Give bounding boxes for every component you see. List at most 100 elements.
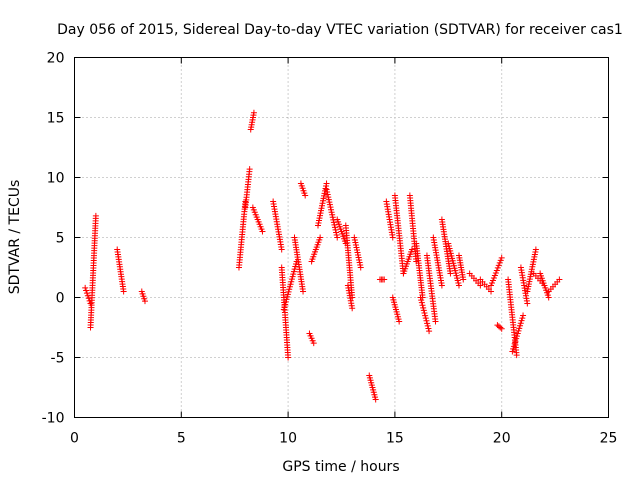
data-point: [517, 322, 524, 329]
data-point: [423, 317, 430, 324]
data-point: [326, 201, 333, 208]
data-point: [498, 325, 505, 332]
data-point: [329, 211, 336, 218]
data-point: [357, 264, 364, 271]
y-tick-label: 10: [47, 171, 65, 187]
data-point: [329, 214, 336, 221]
data-point: [82, 284, 89, 291]
data-point: [283, 296, 290, 303]
data-point: [490, 274, 497, 281]
y-tick-label: 5: [56, 231, 65, 247]
data-point: [422, 312, 429, 319]
data-point: [512, 338, 519, 345]
data-point: [381, 276, 388, 283]
data-points: [82, 109, 563, 403]
data-point: [317, 234, 324, 241]
data-point: [495, 262, 502, 269]
data-point: [418, 297, 425, 304]
data-point: [333, 229, 340, 236]
data-point: [389, 234, 396, 241]
data-point: [426, 328, 433, 335]
data-point: [488, 288, 495, 295]
data-point: [518, 317, 525, 324]
data-point: [460, 276, 467, 283]
data-point: [488, 282, 495, 289]
data-point: [519, 315, 526, 322]
data-point: [497, 324, 504, 331]
data-point: [417, 294, 424, 301]
data-point: [288, 276, 295, 283]
data-point: [325, 194, 332, 201]
data-point: [332, 226, 339, 233]
data-point: [372, 396, 379, 403]
data-point: [286, 286, 293, 293]
data-point: [281, 303, 288, 310]
data-point: [447, 270, 454, 277]
data-point: [496, 259, 503, 266]
data-point: [282, 298, 289, 305]
data-point: [302, 192, 309, 199]
data-point: [497, 257, 504, 264]
data-point: [438, 282, 445, 289]
data-point: [513, 333, 520, 340]
data-point: [323, 180, 330, 187]
data-point: [455, 282, 462, 289]
grid: [74, 57, 609, 418]
data-point: [278, 246, 285, 253]
data-point: [422, 315, 429, 322]
data-point: [515, 327, 522, 334]
data-point: [328, 206, 335, 213]
data-point: [425, 325, 432, 332]
x-tick-label: 10: [279, 431, 297, 447]
data-point: [488, 279, 495, 286]
data-point: [246, 166, 253, 173]
data-point: [324, 189, 331, 196]
data-point: [289, 273, 296, 280]
data-point: [545, 294, 552, 301]
data-point: [509, 348, 516, 355]
x-axis-label: GPS time / hours: [282, 459, 399, 475]
data-point: [516, 325, 523, 332]
data-point: [282, 301, 289, 308]
data-point: [83, 287, 90, 294]
data-point: [510, 343, 517, 350]
data-point: [290, 268, 297, 275]
data-point: [517, 320, 524, 327]
data-point: [513, 352, 520, 359]
data-point: [532, 246, 539, 253]
y-tick-label: -5: [51, 351, 65, 367]
x-tick-label: 0: [70, 431, 79, 447]
data-point: [83, 290, 90, 297]
x-tick-label: 25: [600, 431, 618, 447]
data-point: [432, 318, 439, 325]
data-point: [331, 224, 338, 231]
data-point: [120, 288, 127, 295]
data-point: [477, 282, 484, 289]
data-point: [280, 306, 287, 313]
data-point: [491, 272, 498, 279]
data-point: [511, 340, 518, 347]
data-point: [287, 281, 294, 288]
data-point: [326, 199, 333, 206]
data-point: [290, 271, 297, 278]
data-point: [288, 278, 295, 285]
x-tick-label: 5: [177, 431, 186, 447]
data-point: [513, 335, 520, 342]
data-point: [514, 330, 521, 337]
data-point: [498, 254, 505, 261]
data-point: [556, 276, 563, 283]
data-point: [286, 283, 293, 290]
data-point: [284, 291, 291, 298]
data-point: [331, 221, 338, 228]
data-point: [300, 288, 307, 295]
data-point: [285, 354, 292, 361]
data-point: [285, 288, 292, 295]
y-tick-label: 15: [47, 111, 65, 127]
x-tick-label: 15: [386, 431, 404, 447]
data-point: [424, 320, 431, 327]
data-point: [325, 196, 332, 203]
y-tick-label: -10: [42, 411, 65, 427]
data-point: [333, 231, 340, 238]
data-point: [420, 304, 427, 311]
data-point: [284, 293, 291, 300]
